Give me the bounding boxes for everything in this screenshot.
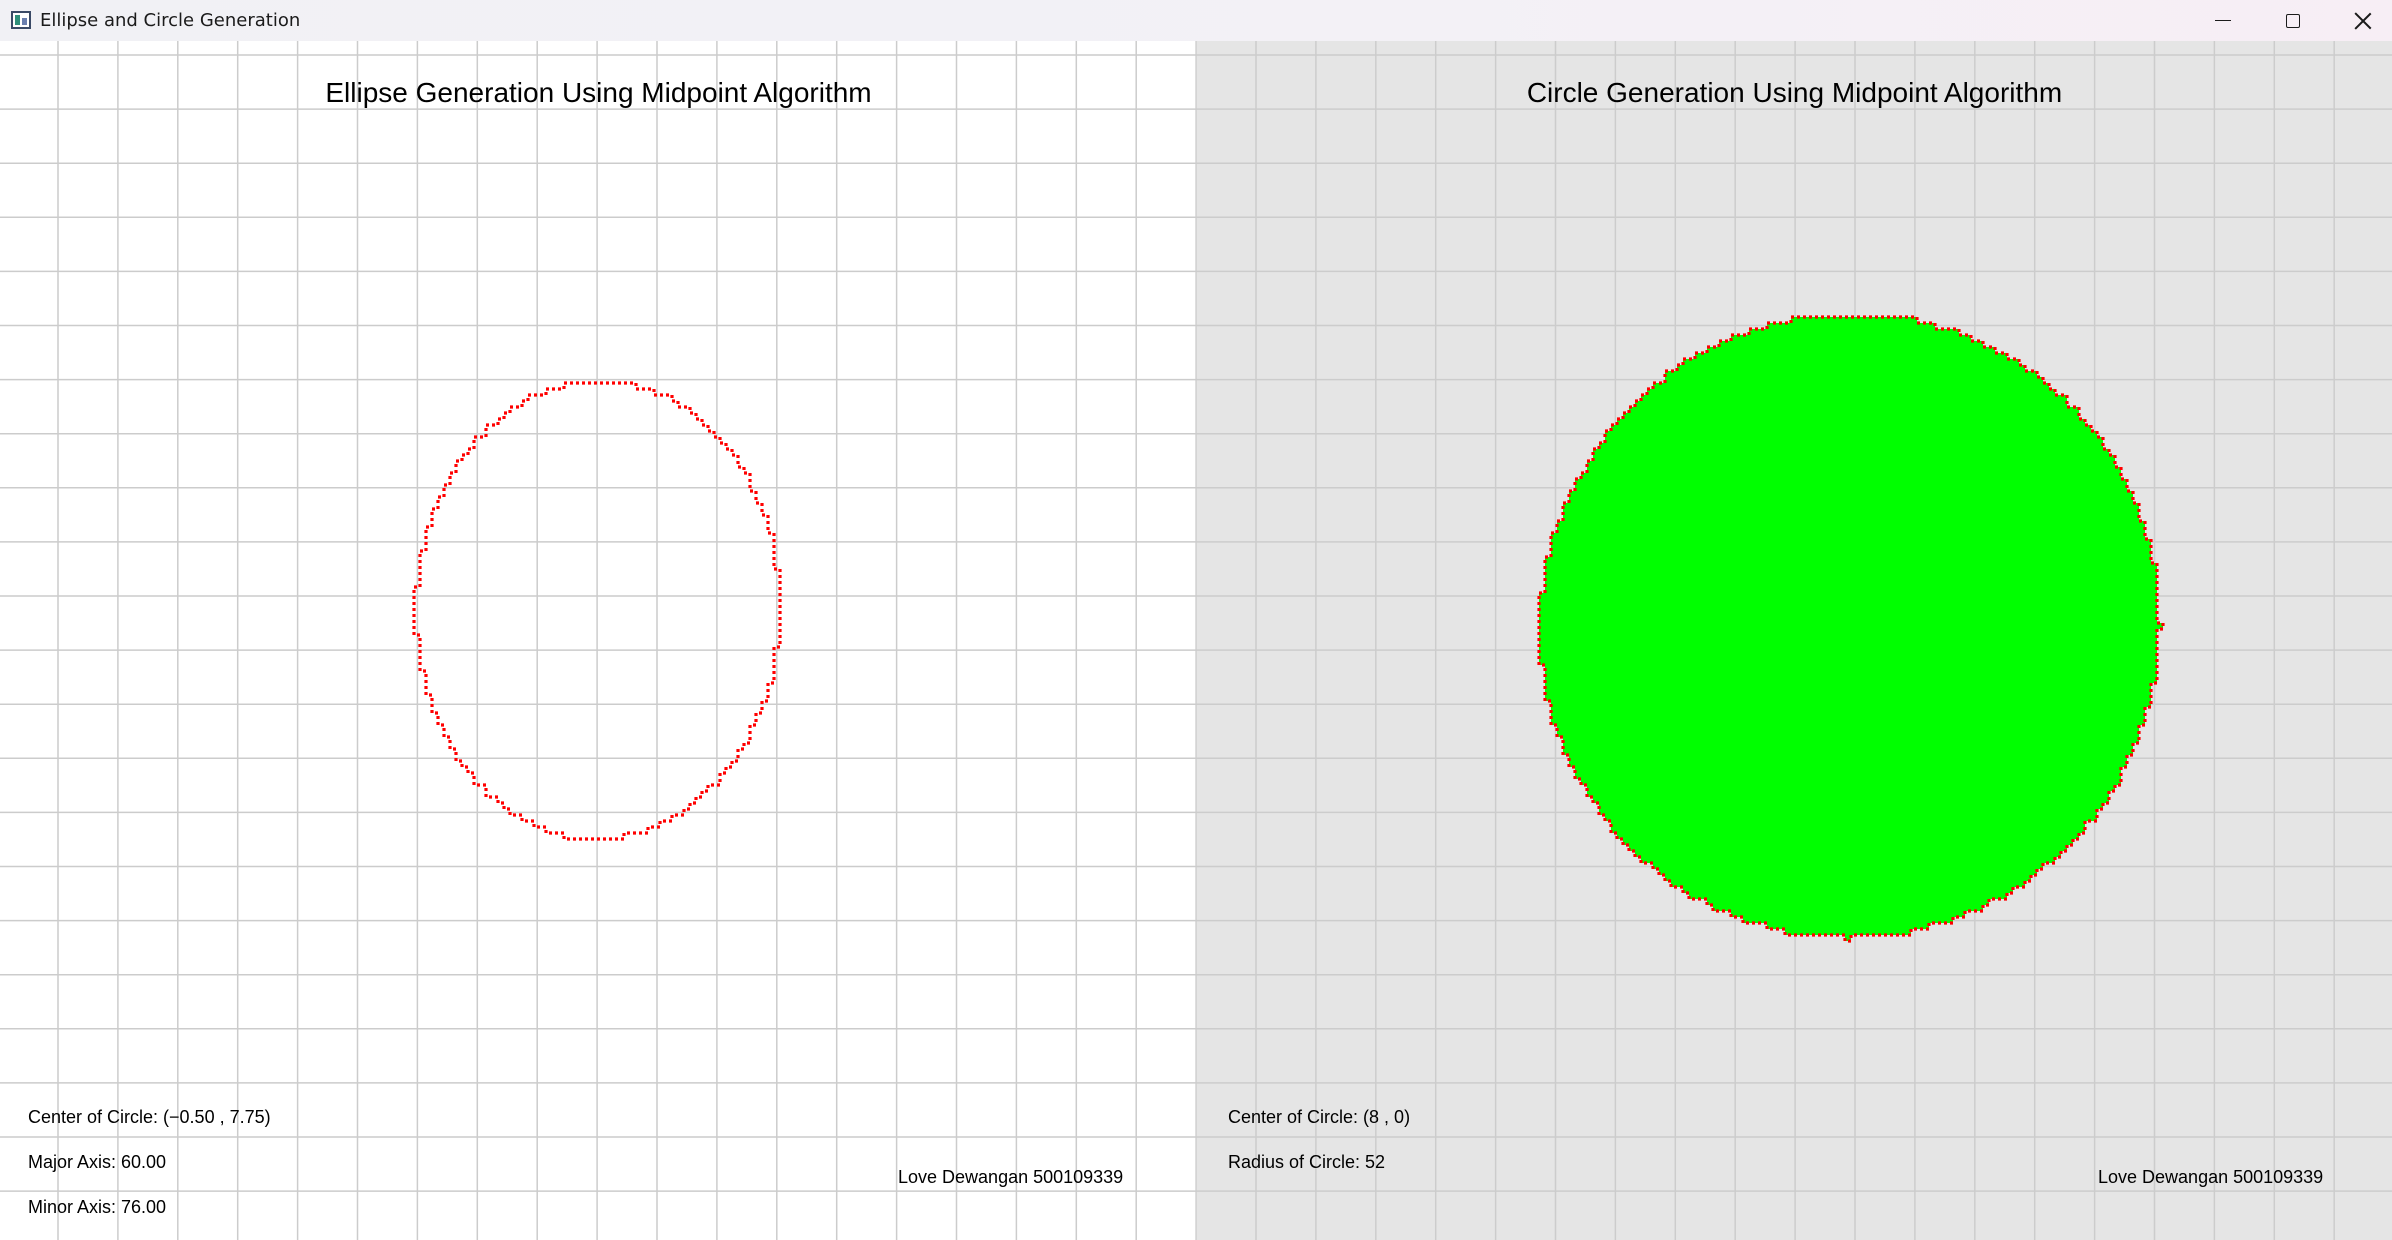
circle-center-label: Center of Circle: (8 , 0) <box>1228 1107 1411 1127</box>
close-icon <box>2354 12 2372 30</box>
circle-radius-label: Radius of Circle: 52 <box>1228 1152 1386 1172</box>
ellipse-author-label: Love Dewangan 500109339 <box>898 1167 1124 1187</box>
render-canvas: Ellipse Generation Using Midpoint Algori… <box>0 41 2392 1240</box>
close-button[interactable] <box>2328 0 2392 41</box>
ellipse-panel-title: Ellipse Generation Using Midpoint Algori… <box>325 77 872 108</box>
ellipse-center-label: Center of Circle: (−0.50 , 7.75) <box>28 1107 271 1127</box>
ellipse-minor-axis-label: Minor Axis: 76.00 <box>28 1197 167 1217</box>
minimize-button[interactable] <box>2188 0 2258 41</box>
title-bar[interactable]: Ellipse and Circle Generation <box>0 0 2392 41</box>
app-window-icon <box>11 11 31 29</box>
circle-author-label: Love Dewangan 500109339 <box>2098 1167 2324 1187</box>
window-title: Ellipse and Circle Generation <box>40 10 301 31</box>
maximize-button[interactable] <box>2258 0 2328 41</box>
ellipse-outline <box>412 381 782 841</box>
circle-fill <box>1539 317 2163 941</box>
minimize-icon <box>2215 19 2231 22</box>
circle-panel-title: Circle Generation Using Midpoint Algorit… <box>1526 77 2063 108</box>
ellipse-major-axis-label: Major Axis: 60.00 <box>28 1152 167 1172</box>
ellipse-panel-grid <box>0 41 1197 1240</box>
maximize-icon <box>2286 13 2300 28</box>
ellipse-panel: Ellipse Generation Using Midpoint Algori… <box>0 41 1197 1240</box>
ellipse-drawing <box>412 381 782 841</box>
circle-outline <box>1537 315 2165 943</box>
circle-panel: Circle Generation Using Midpoint Algorit… <box>1197 41 2392 1240</box>
circle-drawing <box>1537 315 2165 943</box>
